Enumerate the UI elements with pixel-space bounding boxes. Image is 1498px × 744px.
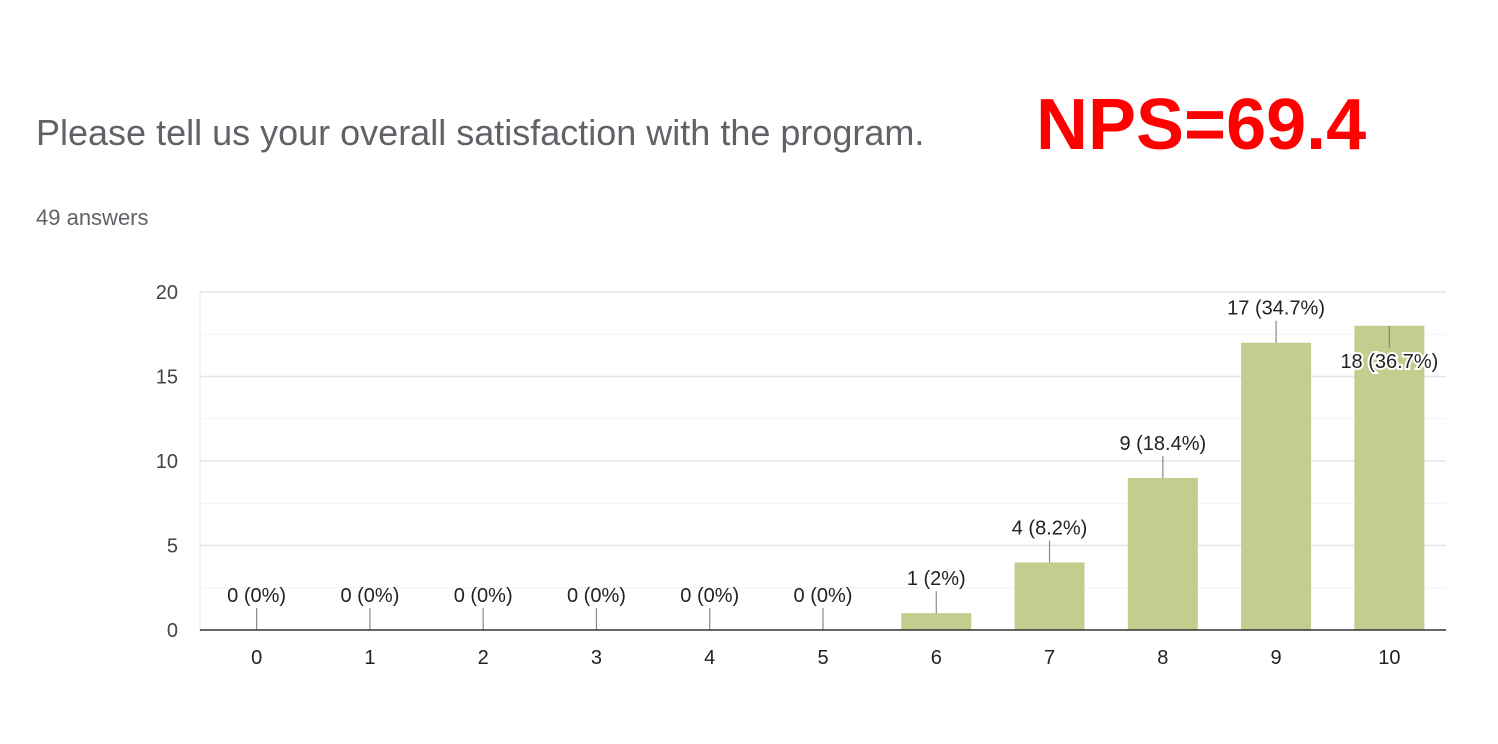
data-label: 0 (0%) xyxy=(680,585,739,607)
bar xyxy=(1354,325,1425,630)
x-tick-label: 7 xyxy=(1044,647,1055,669)
y-tick-label: 20 xyxy=(156,282,178,304)
data-label: 1 (2%) xyxy=(907,568,966,590)
y-tick-label: 10 xyxy=(156,451,178,473)
x-tick-label: 8 xyxy=(1157,647,1168,669)
y-tick-label: 15 xyxy=(156,367,178,389)
answers-count: 49 answers xyxy=(36,205,149,230)
data-label: 0 (0%) xyxy=(227,585,286,607)
y-tick-label: 0 xyxy=(167,620,178,642)
x-tick-label: 4 xyxy=(704,647,715,669)
x-tick-label: 3 xyxy=(591,647,602,669)
x-tick-label: 0 xyxy=(251,647,262,669)
x-tick-label: 1 xyxy=(364,647,375,669)
data-label: 9 (18.4%) xyxy=(1119,433,1206,455)
data-label: 0 (0%) xyxy=(794,585,853,607)
x-tick-label: 5 xyxy=(817,647,828,669)
x-tick-label: 9 xyxy=(1271,647,1282,669)
data-label: 18 (36.7%) xyxy=(1340,351,1438,373)
x-tick-label: 6 xyxy=(931,647,942,669)
data-label: 0 (0%) xyxy=(454,585,513,607)
bar xyxy=(1241,342,1312,630)
bar xyxy=(1127,477,1198,630)
data-label: 4 (8.2%) xyxy=(1012,517,1088,539)
x-tick-label: 10 xyxy=(1378,647,1400,669)
y-tick-label: 5 xyxy=(167,536,178,558)
bar xyxy=(901,613,972,630)
data-label: 0 (0%) xyxy=(340,585,399,607)
data-label: 0 (0%) xyxy=(567,585,626,607)
nps-score: NPS=69.4 xyxy=(1036,85,1367,165)
data-label: 17 (34.7%) xyxy=(1227,298,1325,320)
bar xyxy=(1014,562,1085,630)
x-tick-label: 2 xyxy=(478,647,489,669)
question-title: Please tell us your overall satisfaction… xyxy=(36,112,925,153)
